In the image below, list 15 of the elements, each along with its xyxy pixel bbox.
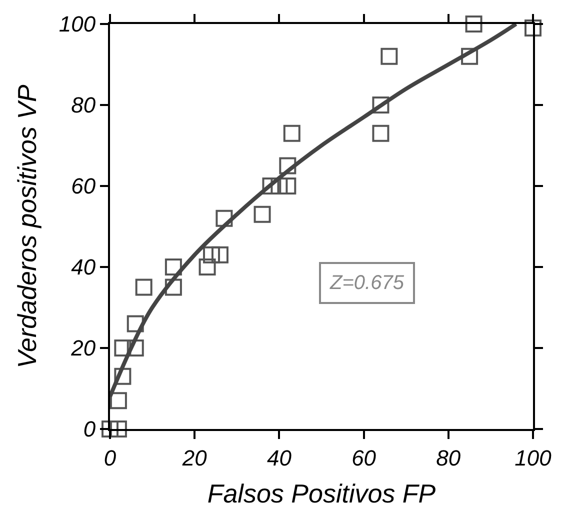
x-tick-label: 40: [266, 445, 292, 470]
y-axis-title: Verdaderos positivos VP: [12, 84, 42, 368]
x-tick-label: 100: [514, 445, 552, 470]
x-tick-label: 0: [104, 445, 117, 470]
y-tick-label: 100: [58, 12, 96, 37]
x-axis-title: Falsos Positivos FP: [207, 478, 436, 509]
y-tick-label: 40: [71, 254, 96, 280]
y-tick-label: 20: [70, 336, 96, 361]
y-tick-label: 80: [71, 92, 96, 118]
x-tick-label: 80: [436, 445, 462, 470]
y-tick-label: 0: [83, 416, 96, 442]
y-tick-label: 60: [71, 174, 96, 199]
x-tick-label: 20: [181, 445, 208, 470]
x-tick-label: 60: [352, 445, 377, 470]
annotation: Z=0.675: [329, 272, 405, 294]
